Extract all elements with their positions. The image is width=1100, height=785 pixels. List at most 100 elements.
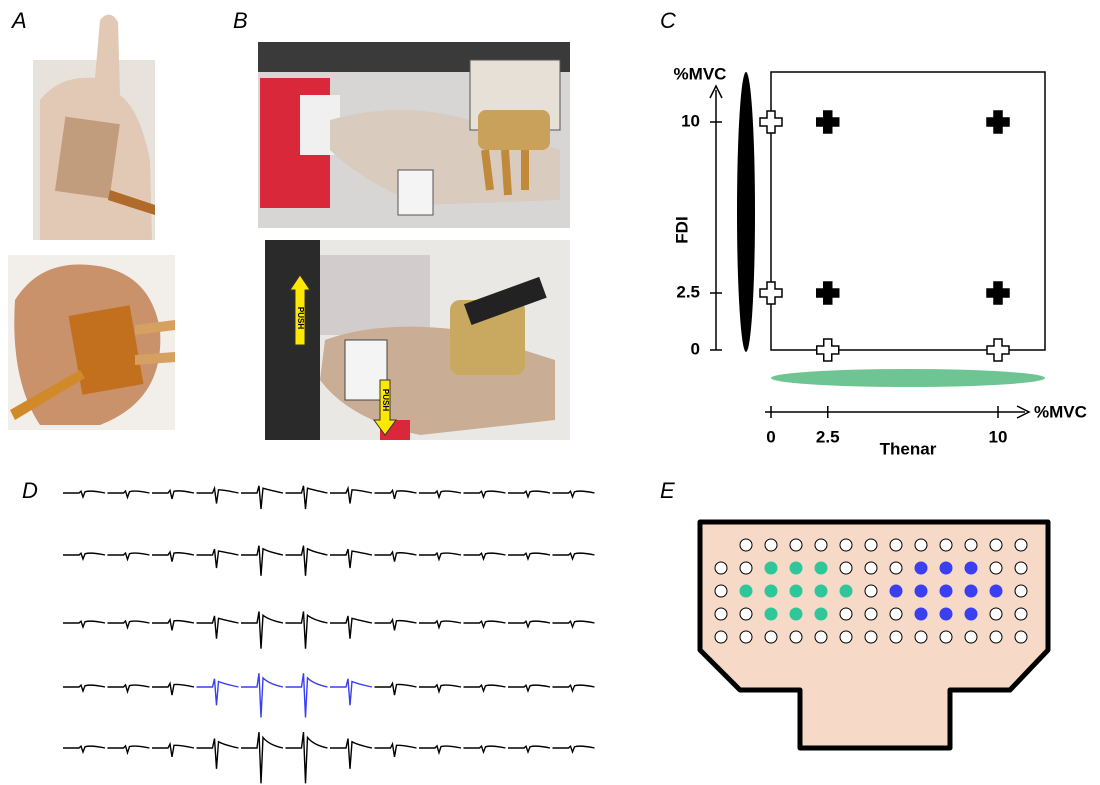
electrode (865, 562, 877, 574)
electrode (765, 585, 777, 597)
electrode (790, 585, 802, 597)
electrode (865, 608, 877, 620)
emg-trace (241, 486, 283, 509)
emg-trace (152, 552, 194, 562)
x-tick-label: 10 (989, 427, 1008, 446)
y-axis-unit: %MVC (674, 64, 727, 83)
emg-trace (152, 490, 194, 499)
electrode (965, 562, 977, 574)
electrode (740, 562, 752, 574)
electrode (890, 631, 902, 643)
electrode (940, 631, 952, 643)
electrode (990, 585, 1002, 597)
y-axis-label: FDI (672, 216, 691, 243)
electrode (890, 585, 902, 597)
electrode (840, 562, 852, 574)
electrode (1015, 585, 1027, 597)
cross-marker (817, 111, 839, 133)
emg-trace (419, 491, 461, 497)
panel-label: A (10, 8, 27, 33)
emg-trace (63, 685, 105, 691)
emg-trace (108, 621, 150, 628)
emg-trace (197, 488, 239, 503)
emg-trace (108, 746, 150, 753)
emg-trace (508, 553, 550, 559)
electrode (790, 562, 802, 574)
electrode (940, 539, 952, 551)
electrode (765, 631, 777, 643)
electrode (740, 585, 752, 597)
push-label: PUSH (296, 307, 305, 329)
panel-label: B (233, 8, 248, 33)
emg-trace (108, 553, 150, 559)
electrode (965, 631, 977, 643)
electrode (915, 562, 927, 574)
electrode (940, 608, 952, 620)
x-axis-label: Thenar (880, 439, 937, 458)
emg-trace (375, 620, 417, 631)
electrode (740, 631, 752, 643)
electrode (940, 585, 952, 597)
y-tick-label: 0 (691, 339, 700, 358)
electrode (990, 608, 1002, 620)
electrode (815, 608, 827, 620)
electrode (865, 585, 877, 597)
push-label: PUSH (381, 389, 390, 411)
emg-trace (197, 549, 239, 568)
electrode (715, 585, 727, 597)
electrode (790, 608, 802, 620)
electrode (915, 539, 927, 551)
emg-trace (152, 744, 194, 757)
electrode (1015, 539, 1027, 551)
electrode (865, 631, 877, 643)
emg-trace (152, 683, 194, 695)
emg-trace (108, 491, 150, 497)
cross-marker (817, 339, 839, 361)
electrode (715, 608, 727, 620)
photo-b-bottom: PUSH PUSH (265, 240, 570, 440)
emg-trace (241, 611, 283, 648)
emg-trace (63, 553, 105, 559)
emg-trace (419, 553, 461, 559)
electrode (715, 631, 727, 643)
emg-trace (330, 549, 372, 568)
emg-trace (286, 546, 328, 576)
emg-trace (330, 488, 372, 503)
electrode (815, 631, 827, 643)
electrode (790, 539, 802, 551)
emg-trace (508, 491, 550, 497)
emg-trace (508, 746, 550, 752)
electrode (890, 539, 902, 551)
figure: A B C D E PUSH (0, 0, 1100, 785)
electrode (740, 608, 752, 620)
y-tick-label: 2.5 (676, 282, 700, 301)
electrode (965, 539, 977, 551)
electrode (765, 608, 777, 620)
electrode (715, 562, 727, 574)
emg-trace (152, 620, 194, 631)
panel-label: D (22, 478, 38, 503)
cross-marker (817, 282, 839, 304)
electrode (990, 631, 1002, 643)
emg-trace (508, 621, 550, 627)
electrode (915, 608, 927, 620)
emg-traces (63, 486, 595, 784)
electrode (940, 562, 952, 574)
x-tick-label: 2.5 (816, 427, 840, 446)
x-tick-label: 0 (766, 427, 775, 446)
electrode (840, 631, 852, 643)
electrode (915, 585, 927, 597)
emg-trace (553, 621, 595, 627)
panel-label: E (660, 478, 675, 503)
emg-trace (553, 685, 595, 691)
electrode (1015, 608, 1027, 620)
emg-trace (241, 546, 283, 576)
emg-trace (286, 732, 328, 783)
emg-trace (63, 621, 105, 627)
emg-trace (286, 673, 328, 717)
photo-a-bottom (8, 255, 175, 430)
emg-trace (553, 491, 595, 497)
electrode (840, 608, 852, 620)
photo-b-top (258, 42, 570, 228)
